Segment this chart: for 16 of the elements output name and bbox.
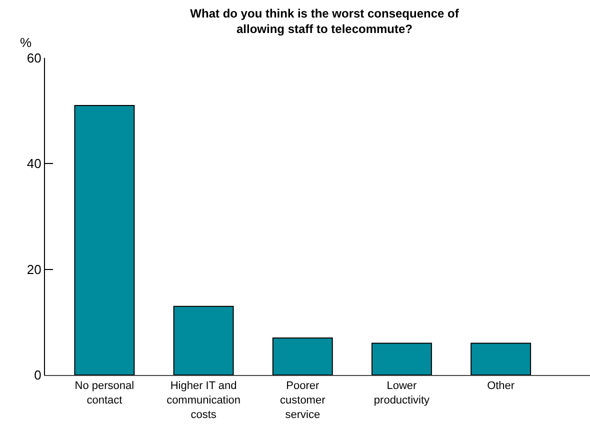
bar (372, 342, 432, 375)
x-tick-label: Higher IT and communication costs (166, 380, 241, 421)
bar (470, 342, 532, 375)
x-tick-label: Other (487, 380, 515, 392)
x-tick-label: Poorer customer service (280, 380, 326, 421)
y-tick-label: 60 (26, 50, 42, 66)
y-tick-label: 20 (26, 262, 42, 277)
x-tick-label: Lower productivity (374, 380, 430, 406)
y-tick-label: 40 (26, 156, 42, 172)
x-tick-label: No personal contact (74, 380, 134, 406)
bar (272, 338, 333, 375)
y-tick-label: 0 (34, 368, 42, 383)
bar (173, 306, 234, 375)
y-axis-title: % (20, 35, 32, 50)
bar (74, 105, 135, 375)
chart-title: What do you think is the worst consequence of allowing staff to telecommute? (190, 6, 460, 36)
